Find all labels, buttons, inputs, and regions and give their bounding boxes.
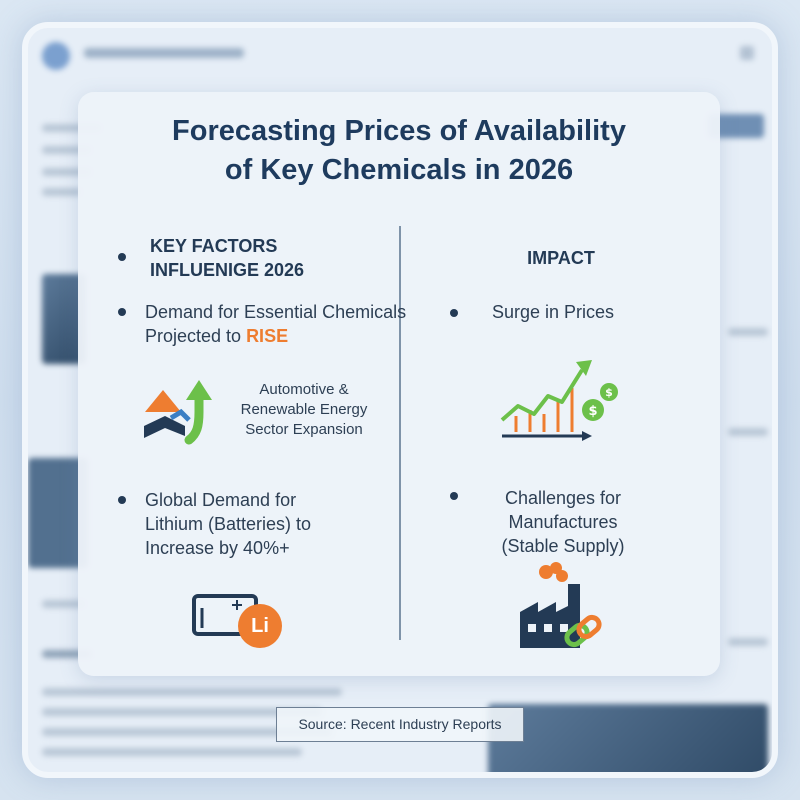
challenges-line-1: Challenges for bbox=[504, 488, 622, 508]
demand-line-1: Demand for Essential Chemicals bbox=[145, 302, 407, 322]
app-logo-icon bbox=[42, 42, 70, 70]
background-image bbox=[488, 704, 768, 772]
bullet-icon bbox=[450, 492, 458, 500]
lithium-line-1: Global Demand for bbox=[145, 490, 297, 510]
lithium-demand-item: Global Demand for Lithium (Batteries) to… bbox=[145, 488, 311, 560]
background-text-line bbox=[42, 650, 92, 658]
background-text-line bbox=[42, 600, 86, 608]
bullet-icon bbox=[118, 253, 126, 261]
background-text-line bbox=[42, 748, 302, 756]
svg-text:$: $ bbox=[588, 404, 597, 419]
background-text-line bbox=[728, 328, 768, 336]
background-text-line bbox=[42, 146, 92, 154]
challenges-line-3: (Stable Supply) bbox=[501, 536, 625, 556]
price-trend-chart-icon: $ $ bbox=[500, 360, 618, 441]
heading-line: KEY FACTORS bbox=[150, 236, 278, 256]
background-title bbox=[84, 48, 244, 58]
sector-line-2: Renewable Energy bbox=[240, 401, 368, 418]
background-text-line bbox=[42, 168, 92, 176]
bullet-icon bbox=[118, 496, 126, 504]
lithium-line-3: Increase by 40%+ bbox=[145, 538, 290, 558]
title-line-2: of Key Chemicals in 2026 bbox=[224, 154, 574, 186]
heading-line: INFLUENIGE 2026 bbox=[150, 260, 305, 280]
surge-prices-text: Surge in Prices bbox=[492, 302, 615, 322]
background-text-line bbox=[728, 638, 768, 646]
infographic-card: Forecasting Prices of Availability of Ke… bbox=[78, 92, 720, 676]
demand-line-2: Projected to RISE bbox=[145, 324, 406, 348]
svg-text:$: $ bbox=[605, 386, 613, 399]
challenges-line-2: Manufactures bbox=[508, 512, 618, 532]
page-title: Forecasting Prices of Availability of Ke… bbox=[78, 112, 720, 190]
bullet-icon bbox=[118, 308, 126, 316]
background-text-line bbox=[728, 428, 768, 436]
background-text-line bbox=[42, 124, 102, 132]
lithium-battery-icon bbox=[192, 594, 282, 648]
source-note: Source: Recent Industry Reports bbox=[276, 707, 524, 742]
rise-highlight: RISE bbox=[246, 326, 289, 346]
title-line-1: Forecasting Prices of Availability bbox=[172, 115, 626, 147]
factory-chain-icon bbox=[520, 562, 602, 648]
background-text-line bbox=[42, 728, 332, 736]
sector-line-3: Sector Expansion bbox=[245, 421, 363, 438]
key-factors-heading: KEY FACTORS INFLUENIGE 2026 bbox=[150, 234, 304, 282]
demand-item: Demand for Essential Chemicals Projected… bbox=[145, 300, 406, 348]
close-icon bbox=[740, 46, 754, 60]
impact-heading: IMPACT bbox=[527, 248, 595, 268]
manufacturer-challenges-text: Challenges for Manufactures (Stable Supp… bbox=[474, 486, 652, 558]
lithium-badge: Li bbox=[251, 615, 269, 637]
column-divider bbox=[399, 226, 401, 640]
sector-line-1: Automotive & bbox=[259, 381, 349, 398]
sector-expansion-text: Automotive & Renewable Energy Sector Exp… bbox=[214, 380, 394, 440]
lithium-line-2: Lithium (Batteries) to bbox=[145, 514, 312, 534]
background-text-line bbox=[42, 708, 322, 716]
background-text-line bbox=[42, 688, 342, 696]
demand-line-2-prefix: Projected to bbox=[145, 326, 247, 346]
growth-arrows-icon bbox=[144, 380, 212, 445]
background-text-line bbox=[42, 188, 82, 196]
bullet-icon bbox=[450, 309, 458, 317]
